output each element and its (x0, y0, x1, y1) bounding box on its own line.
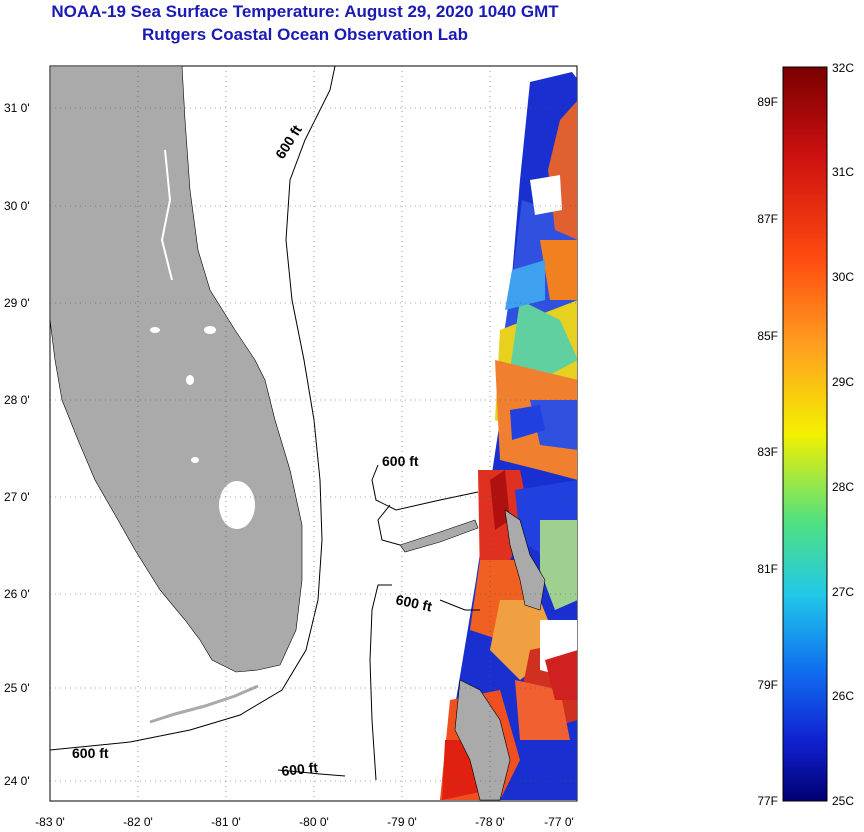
longitude-labels: -83 0' -82 0' -81 0' -80 0' -79 0' -78 0… (35, 815, 574, 829)
fahrenheit-label: 79F (757, 678, 778, 692)
latitude-label: 29 0' (4, 296, 30, 310)
latitude-labels: 31 0' 30 0' 29 0' 28 0' 27 0' 26 0' 25 0… (4, 101, 30, 788)
fahrenheit-label: 81F (757, 562, 778, 576)
grand-bahama-island (399, 519, 479, 553)
abaco-island (504, 509, 546, 611)
latitude-label: 30 0' (4, 199, 30, 213)
celsius-label: 30C (832, 270, 854, 284)
contour-label: 600 ft (281, 759, 319, 779)
latitude-label: 24 0' (4, 774, 30, 788)
lake (186, 375, 194, 385)
celsius-label: 27C (832, 585, 854, 599)
latitude-label: 28 0' (4, 393, 30, 407)
colorbar-celsius-labels: 32C 31C 30C 29C 28C 27C 26C 25C (832, 61, 854, 808)
fahrenheit-label: 77F (757, 794, 778, 808)
isobaths-600ft (50, 66, 480, 781)
latitude-label: 25 0' (4, 681, 30, 695)
celsius-label: 29C (832, 375, 854, 389)
celsius-label: 26C (832, 689, 854, 703)
temperature-colorbar (782, 66, 828, 802)
lake (150, 327, 160, 333)
celsius-label: 32C (832, 61, 854, 75)
longitude-label: -82 0' (123, 815, 153, 829)
fahrenheit-label: 85F (757, 329, 778, 343)
longitude-label: -80 0' (299, 815, 329, 829)
lake (204, 326, 216, 334)
map-title: NOAA-19 Sea Surface Temperature: August … (51, 2, 559, 21)
lake (191, 457, 199, 463)
contour-label: 600 ft (382, 453, 419, 469)
river (160, 149, 173, 281)
longitude-label: -78 0' (475, 815, 505, 829)
longitude-label: -79 0' (387, 815, 417, 829)
map-subtitle: Rutgers Coastal Ocean Observation Lab (142, 25, 468, 44)
fahrenheit-label: 87F (757, 212, 778, 226)
celsius-label: 31C (832, 165, 854, 179)
latitude-label: 31 0' (4, 101, 30, 115)
lake-okeechobee (219, 481, 255, 529)
contour-label: 600 ft (72, 745, 109, 761)
fahrenheit-label: 83F (757, 445, 778, 459)
latitude-label: 27 0' (4, 490, 30, 504)
contour-label: 600 ft (394, 591, 433, 614)
andros-island (454, 679, 511, 801)
fahrenheit-label: 89F (757, 95, 778, 109)
latitude-label: 26 0' (4, 587, 30, 601)
longitude-label: -83 0' (35, 815, 65, 829)
florida-keys (149, 684, 259, 724)
celsius-label: 28C (832, 480, 854, 494)
colorbar-fahrenheit-labels: 89F 87F 85F 83F 81F 79F 77F (757, 95, 778, 808)
celsius-label: 25C (832, 794, 854, 808)
longitude-label: -81 0' (211, 815, 241, 829)
longitude-label: -77 0' (544, 815, 574, 829)
